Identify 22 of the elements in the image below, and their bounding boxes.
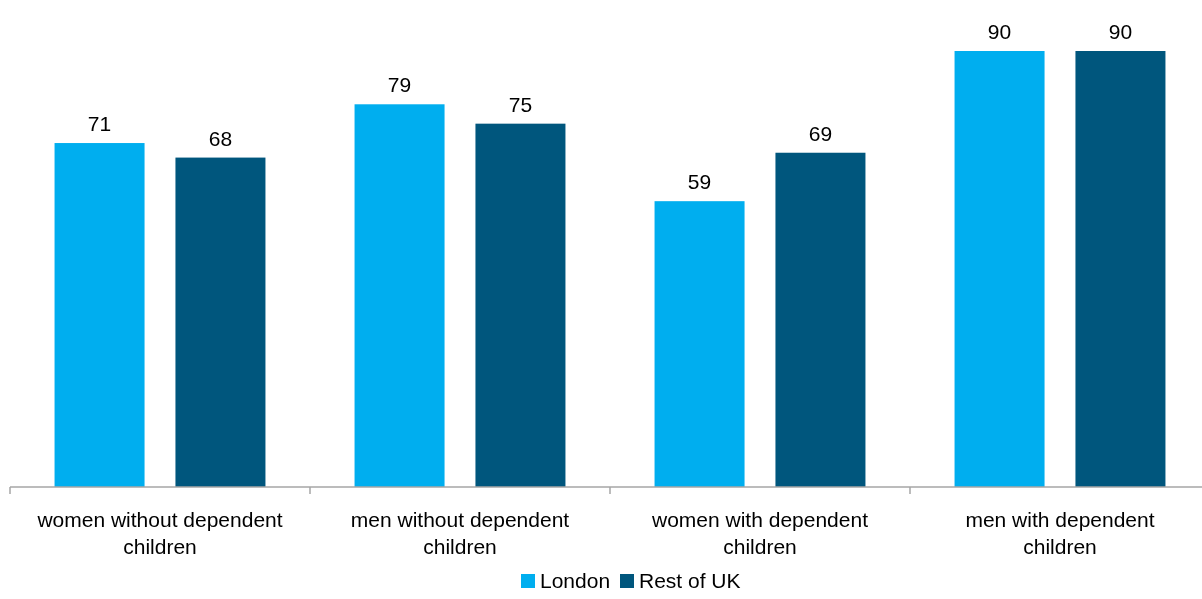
data-label: 71 (87, 112, 112, 136)
bar (954, 51, 1045, 487)
data-label: 69 (808, 121, 833, 145)
data-label: 59 (687, 170, 712, 194)
data-label: 75 (508, 92, 533, 116)
x-tick-label: men with dependent children (965, 508, 1155, 558)
x-tick-label: women with dependent children (651, 508, 869, 558)
bar (475, 123, 566, 487)
legend-label: Rest of UK (639, 569, 741, 592)
legend-label: London (540, 569, 611, 592)
data-label: 68 (208, 126, 233, 150)
data-label: 90 (987, 20, 1012, 43)
bar (54, 143, 145, 487)
data-label: 90 (1108, 20, 1133, 43)
bar (1075, 51, 1166, 487)
x-tick-label: women without dependent children (36, 508, 283, 558)
bar (175, 157, 266, 487)
bar (775, 152, 866, 487)
bar (654, 201, 745, 487)
bar (354, 104, 445, 487)
x-tick-label: men without dependent children (350, 508, 570, 558)
data-label: 79 (387, 73, 412, 97)
